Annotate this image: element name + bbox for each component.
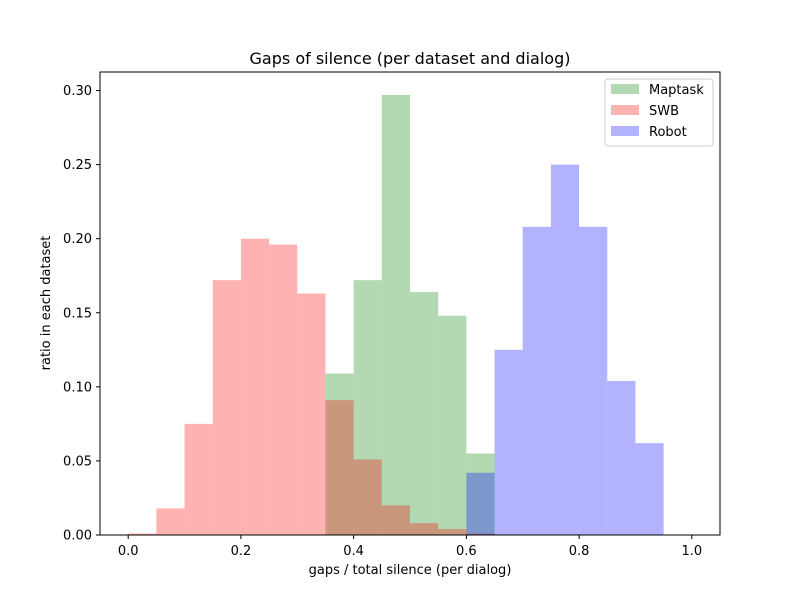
bars-layer bbox=[128, 94, 664, 536]
legend: Maptask SWB Robot bbox=[604, 78, 714, 147]
legend-label-swb: SWB bbox=[649, 104, 679, 119]
chart-title: Gaps of silence (per dataset and dialog) bbox=[250, 49, 571, 68]
bar-robot-17 bbox=[607, 380, 636, 535]
legend-box bbox=[604, 78, 714, 147]
bar-swb-2 bbox=[184, 423, 213, 535]
bar-maptask-12 bbox=[466, 453, 495, 535]
y-tick-label: 0.25 bbox=[63, 158, 92, 173]
y-tick-label: 0.15 bbox=[63, 306, 92, 321]
legend-swatch-swb bbox=[611, 105, 639, 115]
bar-swb-0 bbox=[128, 533, 157, 535]
y-axis: 0.00 0.05 0.10 0.15 0.20 0.25 0.30 bbox=[63, 84, 100, 544]
bar-swb-5 bbox=[269, 244, 298, 536]
legend-swatch-robot bbox=[611, 126, 639, 136]
y-tick-label: 0.05 bbox=[63, 454, 92, 469]
bar-robot-13 bbox=[494, 349, 523, 535]
bar-swb-4 bbox=[240, 238, 270, 535]
x-tick-label: 0.6 bbox=[456, 544, 477, 559]
bar-maptask-8 bbox=[353, 280, 382, 535]
bar-swb-6 bbox=[297, 293, 326, 535]
y-tick-label: 0.10 bbox=[63, 380, 92, 395]
bar-robot-12 bbox=[466, 472, 495, 535]
x-tick-label: 0.2 bbox=[231, 544, 252, 559]
x-tick-label: 0.4 bbox=[343, 544, 364, 559]
bar-robot-15 bbox=[550, 164, 580, 535]
bar-swb-3 bbox=[212, 280, 241, 535]
bar-swb-7 bbox=[325, 400, 354, 535]
bar-maptask-7 bbox=[325, 373, 354, 535]
plot-frame bbox=[99, 71, 721, 536]
y-tick-label: 0.00 bbox=[63, 529, 92, 544]
bar-swb-9 bbox=[381, 505, 410, 535]
bar-swb-1 bbox=[156, 508, 185, 535]
bar-maptask-11 bbox=[438, 315, 467, 535]
x-axis: 0.0 0.2 0.4 0.6 0.8 1.0 bbox=[118, 535, 702, 559]
bar-swb-10 bbox=[410, 523, 439, 535]
bar-robot-16 bbox=[579, 226, 608, 535]
legend-swatch-maptask bbox=[611, 84, 639, 94]
bar-robot-14 bbox=[522, 226, 551, 535]
y-tick-label: 0.20 bbox=[63, 232, 92, 247]
y-tick-label: 0.30 bbox=[63, 84, 92, 99]
legend-label-maptask: Maptask bbox=[649, 83, 704, 98]
x-axis-label: gaps / total silence (per dialog) bbox=[309, 563, 512, 578]
x-tick-label: 1.0 bbox=[681, 544, 702, 559]
legend-label-robot: Robot bbox=[649, 125, 687, 140]
x-tick-label: 0.0 bbox=[118, 544, 139, 559]
bar-swb-12 bbox=[466, 533, 495, 535]
x-tick-label: 0.8 bbox=[569, 544, 590, 559]
bar-swb-11 bbox=[438, 529, 467, 535]
bar-robot-18 bbox=[635, 443, 664, 535]
bar-maptask-9 bbox=[381, 94, 410, 536]
bar-maptask-10 bbox=[410, 292, 439, 535]
y-axis-label: ratio in each dataset bbox=[39, 236, 54, 371]
bar-swb-8 bbox=[353, 459, 382, 535]
